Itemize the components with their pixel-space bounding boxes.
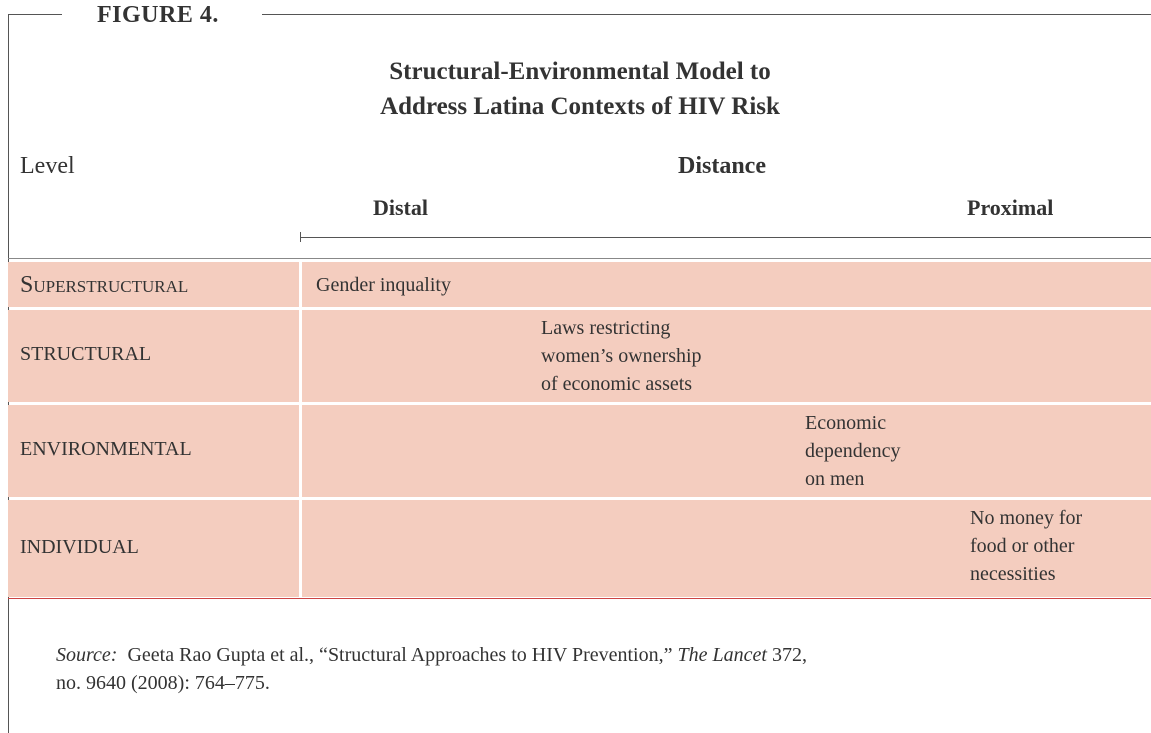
figure-label: FIGURE 4.: [97, 2, 219, 28]
cell-text: of economic assets: [541, 373, 693, 395]
table-row: Superstructural Gender inquality: [8, 262, 1151, 307]
axis-tick: [300, 232, 301, 242]
cell-text: No money for: [970, 507, 1083, 529]
cell-text: dependency: [805, 440, 901, 462]
cell-text: Laws restricting: [541, 317, 671, 339]
source: Source: Geeta Rao Gupta et al., “Structu…: [56, 641, 807, 697]
source-text: no. 9640 (2008): 764–775.: [56, 672, 270, 694]
proximal-label: Proximal: [967, 195, 1054, 220]
level-label: STRUCTURAL: [20, 343, 152, 365]
cell-text: women’s ownership: [541, 345, 702, 367]
source-text: Geeta Rao Gupta et al., “Structural Appr…: [127, 644, 673, 666]
frame-top: [8, 14, 62, 15]
table-row: ENVIRONMENTAL Economic dependency on men: [8, 405, 1151, 497]
source-label: Source:: [56, 644, 118, 666]
cell-text: Economic: [805, 412, 887, 434]
source-text: 372,: [771, 644, 807, 666]
column-divider: [299, 500, 302, 597]
level-header: Level: [20, 153, 75, 179]
column-divider: [299, 262, 302, 307]
title: Structural-Environmental Model to: [389, 58, 771, 85]
column-divider: [299, 405, 302, 497]
distance-header: Distance: [678, 153, 766, 179]
level-label: INDIVIDUAL: [20, 535, 139, 558]
cell-text: Gender inquality: [316, 274, 451, 296]
rule: [8, 258, 1151, 259]
level-label: ENVIRONMENTAL: [20, 438, 192, 460]
cell-text: food or other: [970, 535, 1075, 557]
distance-axis: [300, 237, 1151, 238]
table-row: INDIVIDUAL No money for food or other neces…: [8, 500, 1151, 597]
distal-label: Distal: [373, 195, 428, 220]
cell-text: on men: [805, 468, 865, 490]
frame-top: [262, 14, 1151, 15]
table-bottom: [8, 598, 1151, 599]
column-divider: [299, 310, 302, 402]
cell-text: necessities: [970, 563, 1056, 585]
source-journal: The Lancet: [677, 644, 767, 666]
title: Address Latina Contexts of HIV Risk: [380, 93, 780, 120]
table-row: STRUCTURAL Laws restricting women’s owners…: [8, 310, 1151, 402]
level-label: Superstructural: [20, 271, 189, 298]
